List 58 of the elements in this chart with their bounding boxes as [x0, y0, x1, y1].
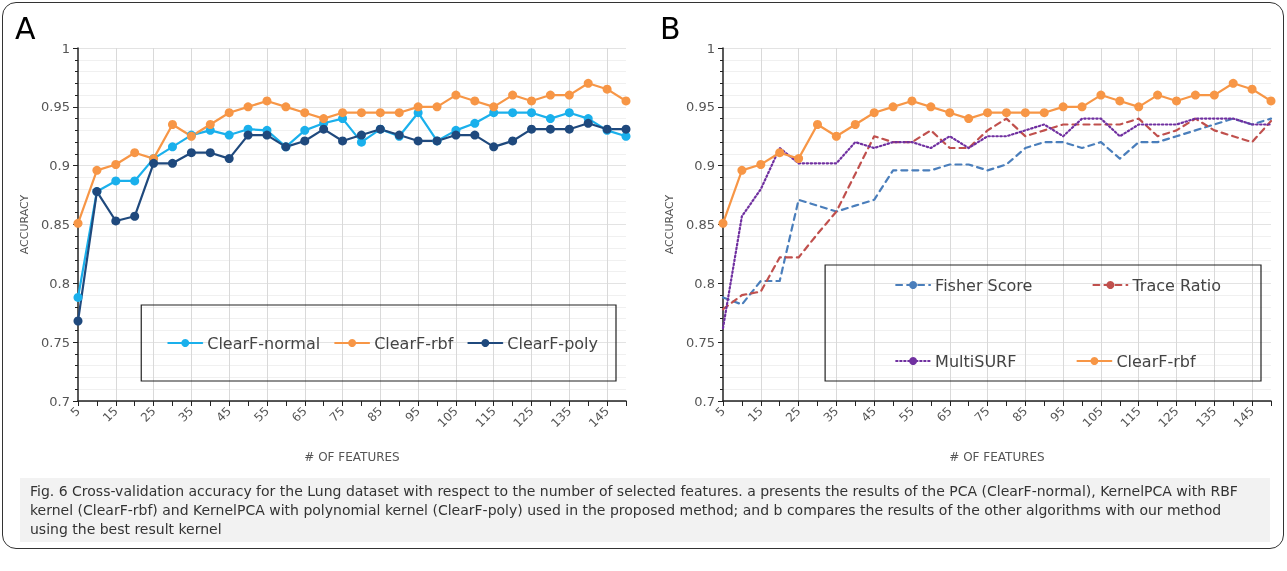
legend-label: Trace Ratio [1131, 275, 1221, 295]
y-tick-label: 0.85 [41, 217, 70, 232]
x-tick-label: 35 [175, 404, 197, 425]
y-axis-title: ACCURACY [18, 194, 31, 255]
legend-label: MultiSURF [935, 351, 1017, 371]
x-tick-label: 25 [137, 404, 159, 425]
legend-label: Fisher Score [935, 275, 1033, 295]
x-tick-label: 5 [67, 404, 83, 420]
x-tick-label: 15 [745, 404, 766, 425]
y-tick-label: 1 [61, 40, 70, 56]
y-tick-label: 0.9 [49, 158, 70, 174]
y-tick-label: 1 [706, 40, 715, 56]
x-tick-label: 115 [472, 404, 499, 431]
x-tick-label: 125 [510, 404, 537, 431]
x-tick-label: 55 [251, 404, 272, 425]
x-tick-label: 5 [712, 404, 728, 420]
chart-title: B [660, 10, 681, 46]
y-tick-label: 0.95 [686, 99, 715, 115]
x-tick-label: 115 [1117, 404, 1144, 431]
x-tick-label: 95 [1047, 404, 1069, 425]
x-tick-label: 135 [1193, 404, 1220, 431]
x-tick-label: 25 [782, 404, 804, 425]
x-tick-label: 65 [934, 404, 955, 425]
x-tick-label: 45 [858, 404, 880, 425]
y-tick-label: 0.95 [41, 99, 70, 115]
y-tick-label: 0.8 [694, 275, 715, 291]
x-tick-label: 145 [1230, 404, 1258, 431]
caption: Fig. 6 Cross-validation accuracy for the Lung dataset with respect to the number of selected features. a presents the results of the PCA (ClearF-normal), KernelPCA with RBF kernel (ClearF-rbf) and KernelPCA with polynomial kernel (ClearF-poly) used in the proposed method; and b compares the results of the other algorithms with our method using the best result kernel [20, 478, 1270, 543]
legend-label: ClearF-poly [507, 333, 599, 353]
x-tick-label: 85 [1009, 404, 1031, 425]
x-tick-label: 135 [548, 404, 575, 431]
y-tick-label: 0.85 [686, 217, 715, 232]
y-tick-label: 0.7 [694, 393, 715, 409]
x-tick-label: 35 [820, 404, 842, 425]
x-tick-label: 45 [213, 404, 235, 425]
x-axis-title: # OF FEATURES [949, 450, 1045, 464]
x-tick-label: 145 [585, 404, 613, 431]
x-tick-label: 15 [100, 404, 121, 425]
y-tick-label: 0.8 [49, 275, 70, 291]
x-tick-label: 75 [971, 404, 993, 425]
y-tick-label: 0.75 [686, 334, 715, 350]
x-tick-label: 125 [1155, 404, 1182, 431]
y-axis-title: ACCURACY [663, 194, 676, 255]
x-axis-title: # OF FEATURES [304, 450, 400, 464]
x-tick-label: 95 [402, 404, 424, 425]
legend-label: ClearF-rbf [1116, 351, 1196, 371]
x-tick-label: 75 [326, 404, 348, 425]
y-tick-label: 0.7 [49, 393, 70, 409]
x-tick-label: 65 [289, 404, 310, 425]
x-tick-label: 105 [1079, 404, 1106, 431]
x-tick-label: 85 [364, 404, 386, 425]
x-tick-label: 105 [434, 404, 461, 431]
x-tick-label: 55 [896, 404, 917, 425]
chart-title: A [15, 10, 36, 46]
legend-label: ClearF-normal [207, 333, 321, 353]
y-tick-label: 0.75 [41, 334, 70, 350]
legend-label: ClearF-rbf [374, 333, 454, 353]
y-tick-label: 0.9 [694, 158, 715, 174]
